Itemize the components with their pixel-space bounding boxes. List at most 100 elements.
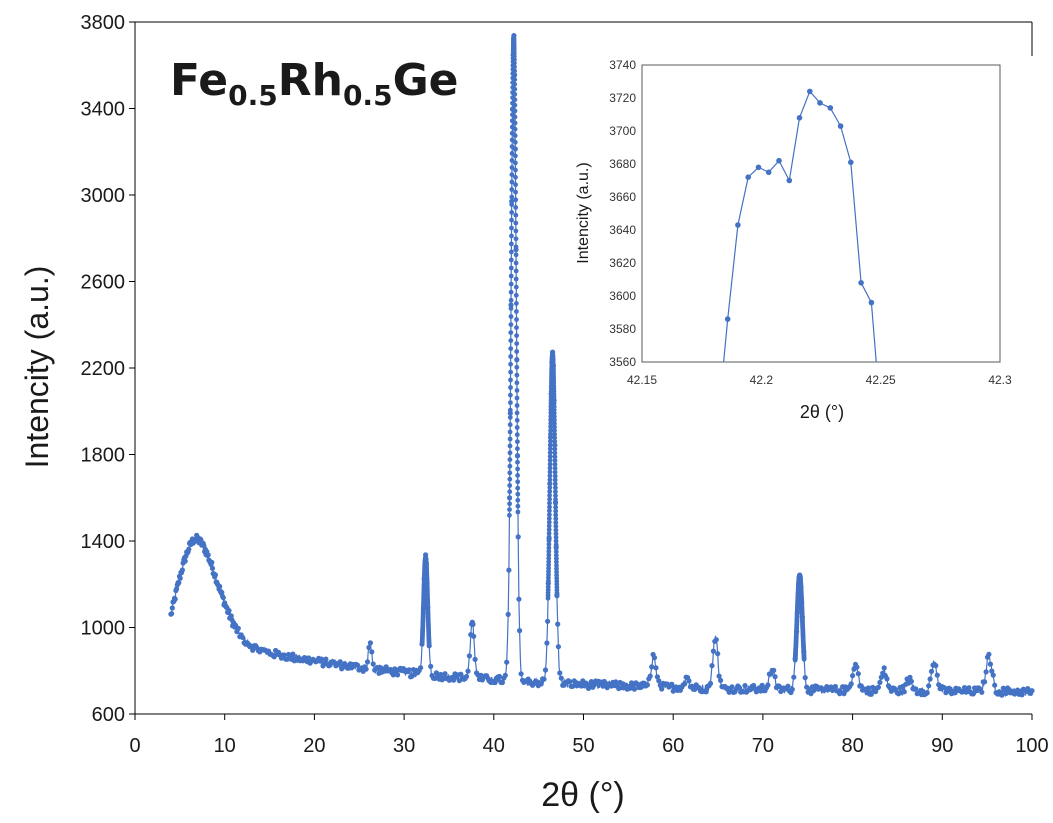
main-peak-point — [513, 276, 519, 282]
main-peak-point — [552, 481, 558, 487]
main-data-point — [927, 676, 933, 682]
main-peak-point — [801, 656, 807, 662]
main-peak-point — [508, 385, 513, 390]
inset-data-point — [745, 174, 751, 180]
inset-y-tick-label: 3640 — [609, 223, 636, 237]
main-data-point — [703, 689, 709, 695]
main-peak-point — [551, 410, 557, 416]
main-data-point — [865, 685, 872, 691]
main-data-point — [176, 580, 182, 586]
main-peak-point — [548, 417, 554, 423]
main-peak-point — [514, 317, 519, 322]
main-y-tick-label: 1800 — [81, 445, 126, 467]
main-peak-point — [513, 189, 518, 195]
inset-data-point — [724, 316, 731, 322]
main-peak-point — [515, 509, 521, 515]
main-peak-point — [507, 495, 512, 501]
main-x-tick-label: 30 — [393, 735, 415, 757]
inset-y-tick-label: 3660 — [609, 190, 636, 204]
main-data-point — [901, 689, 907, 695]
inset-data-point — [858, 280, 864, 286]
main-peak-point — [546, 545, 552, 551]
main-data-point — [406, 667, 412, 673]
main-peak-point — [512, 120, 518, 126]
main-peak-point — [547, 485, 553, 490]
main-data-point — [742, 683, 748, 689]
main-peak-point — [514, 432, 520, 438]
main-peak-point — [507, 463, 513, 469]
inset-y-tick-label: 3600 — [609, 289, 636, 303]
main-data-point — [649, 664, 655, 670]
main-peak-point — [546, 565, 551, 571]
inset-data-point — [786, 177, 793, 184]
main-data-point — [1029, 688, 1035, 694]
main-peak-point — [512, 60, 517, 66]
main-peak-point — [514, 341, 520, 346]
main-peak-point — [515, 453, 520, 458]
main-data-point — [881, 665, 887, 671]
main-x-tick-label: 60 — [662, 735, 684, 757]
main-peak-point — [513, 197, 519, 203]
main-data-point — [785, 683, 791, 689]
main-peak-point — [513, 228, 519, 234]
main-x-tick-label: 50 — [572, 735, 594, 757]
main-peak-point — [552, 428, 557, 433]
main-axes — [129, 21, 1033, 720]
main-data-point — [212, 572, 218, 578]
main-peak-point — [554, 563, 559, 568]
main-data-point — [209, 559, 215, 566]
main-data-point — [240, 634, 246, 641]
main-data-point — [715, 651, 721, 657]
main-peak-point — [507, 422, 513, 428]
main-data-point — [363, 666, 369, 672]
main-peak-point — [509, 158, 515, 163]
main-data-point — [169, 605, 175, 611]
title-element: Rh — [278, 55, 343, 106]
main-peak-point — [508, 314, 514, 319]
inset-data-point — [817, 100, 823, 106]
main-data-point — [463, 673, 470, 680]
main-data-point — [789, 686, 795, 693]
main-data-point — [472, 656, 478, 663]
main-data-point — [653, 665, 659, 671]
main-peak-point — [514, 403, 520, 408]
main-data-point — [983, 669, 989, 675]
main-peak-point — [546, 559, 552, 565]
main-data-point — [179, 567, 185, 573]
main-peak-point — [509, 202, 515, 208]
main-peak-point — [546, 519, 552, 525]
main-data-point — [913, 686, 919, 692]
main-peak-point — [548, 431, 553, 437]
main-peak-point — [552, 431, 557, 437]
main-peak-point — [547, 457, 553, 463]
main-peak-point — [547, 493, 552, 498]
main-peak-point — [553, 538, 559, 544]
main-peak-point — [548, 435, 553, 440]
main-data-point — [438, 671, 444, 678]
main-peak-point — [508, 322, 514, 327]
main-data-point — [928, 668, 935, 675]
main-peak-point — [514, 388, 520, 393]
main-data-point — [934, 672, 940, 678]
title-subscript: 0.5 — [343, 79, 393, 112]
main-peak-point — [507, 407, 513, 413]
main-data-point — [538, 681, 544, 687]
main-peak-point — [546, 541, 552, 547]
main-data-point — [907, 674, 913, 681]
main-data-point — [250, 647, 256, 653]
main-data-point — [284, 656, 290, 662]
main-peak-point — [552, 477, 558, 483]
main-peak-point — [546, 534, 552, 540]
main-peak-point — [512, 64, 517, 70]
main-data-point — [504, 659, 510, 665]
main-peak-point — [512, 146, 518, 152]
main-peak-point — [553, 501, 558, 506]
main-peak-point — [508, 392, 513, 398]
inset-x-tick-label: 42.3 — [988, 373, 1012, 387]
main-peak-point — [547, 454, 553, 459]
main-peak-point — [551, 414, 557, 419]
main-data-point — [220, 595, 226, 601]
main-data-point — [217, 583, 223, 590]
main-data-point — [281, 652, 287, 658]
main-peak-point — [508, 400, 513, 405]
